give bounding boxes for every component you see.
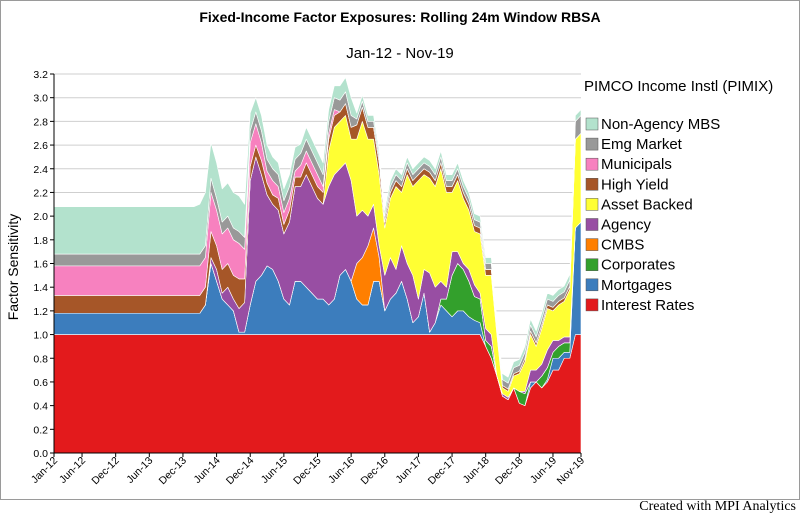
x-tick-label: Dec-17 [426,455,459,488]
x-tick-label: Jun-19 [528,455,559,486]
legend-swatch-asset-backed [585,198,599,211]
chart-title: Fixed-Income Factor Exposures: Rolling 2… [199,9,600,25]
x-tick-label: Dec-14 [224,455,257,488]
x-tick-label: Nov-19 [555,455,588,488]
legend-label-mortgages: Mortgages [601,277,672,294]
y-tick-label: 0.0 [33,448,48,460]
x-tick-label: Dec-18 [493,455,526,488]
legend-swatch-mortgages [585,278,599,292]
y-tick-label: 1.0 [33,330,48,342]
y-tick-label: 1.2 [33,306,48,318]
y-tick-label: 0.2 [33,424,48,436]
credit-text: Created with MPI Analytics [639,499,796,514]
legend-swatch-cmbs [585,238,599,251]
y-tick-label: 0.8 [33,353,48,365]
y-tick-label: 2.6 [33,140,48,152]
y-tick-label: 2.0 [33,211,48,223]
y-tick-label: 0.4 [33,401,48,413]
x-tick-label: Jun-16 [326,455,357,486]
legend-label-asset-backed: Asset Backed [601,196,693,213]
legend-label-emg-market: Emg Market [601,136,683,153]
y-tick-label: 1.8 [33,235,48,247]
legend-label-high-yield: High Yield [601,176,669,193]
legend-label-non-agency-mbs: Non-Agency MBS [601,116,720,133]
chart-svg: Fixed-Income Factor Exposures: Rolling 2… [5,9,773,488]
y-tick-label: 1.4 [33,282,48,294]
y-tick-label: 0.6 [33,377,48,389]
chart-subtitle: Jan-12 - Nov-19 [346,45,454,62]
x-tick-label: Jun-17 [393,455,424,486]
area-non-agency-mbs [53,77,582,384]
legend-title: PIMCO Income Instl (PIMIX) [584,78,773,95]
x-tick-label: Jun-18 [461,455,492,486]
x-tick-label: Dec-15 [291,455,324,488]
legend-swatch-non-agency-mbs [585,117,599,131]
legend-swatch-emg-market [585,137,599,151]
legend-swatch-corporates [585,258,599,271]
x-tick-label: Jun-14 [192,455,223,486]
y-tick-label: 2.2 [33,187,48,199]
legend: Non-Agency MBS Emg Market Municipals High Y… [585,116,720,314]
x-tick-label: Jun-15 [259,455,290,486]
y-tick-label: 3.2 [33,69,48,81]
y-tick-label: 2.4 [33,164,48,176]
y-axis-title: Factor Sensitivity [5,214,21,321]
legend-label-interest-rates: Interest Rates [601,297,694,314]
y-tick-label: 3.0 [33,93,48,105]
x-tick-label: Jun-13 [124,455,155,486]
legend-label-cmbs: CMBS [601,237,644,254]
stacked-areas [53,77,582,454]
legend-swatch-high-yield [585,178,599,191]
y-tick-label: 1.6 [33,259,48,271]
legend-label-corporates: Corporates [601,257,675,274]
x-tick-label: Jun-12 [57,455,88,486]
legend-swatch-municipals [585,157,599,171]
legend-label-municipals: Municipals [601,156,672,173]
x-tick-label: Dec-16 [358,455,391,488]
legend-label-agency: Agency [601,217,652,234]
x-tick-label: Dec-12 [89,455,122,488]
legend-swatch-agency [585,218,599,231]
y-tick-label: 2.8 [33,116,48,128]
legend-swatch-interest-rates [585,298,599,312]
x-tick-label: Dec-13 [157,455,190,488]
